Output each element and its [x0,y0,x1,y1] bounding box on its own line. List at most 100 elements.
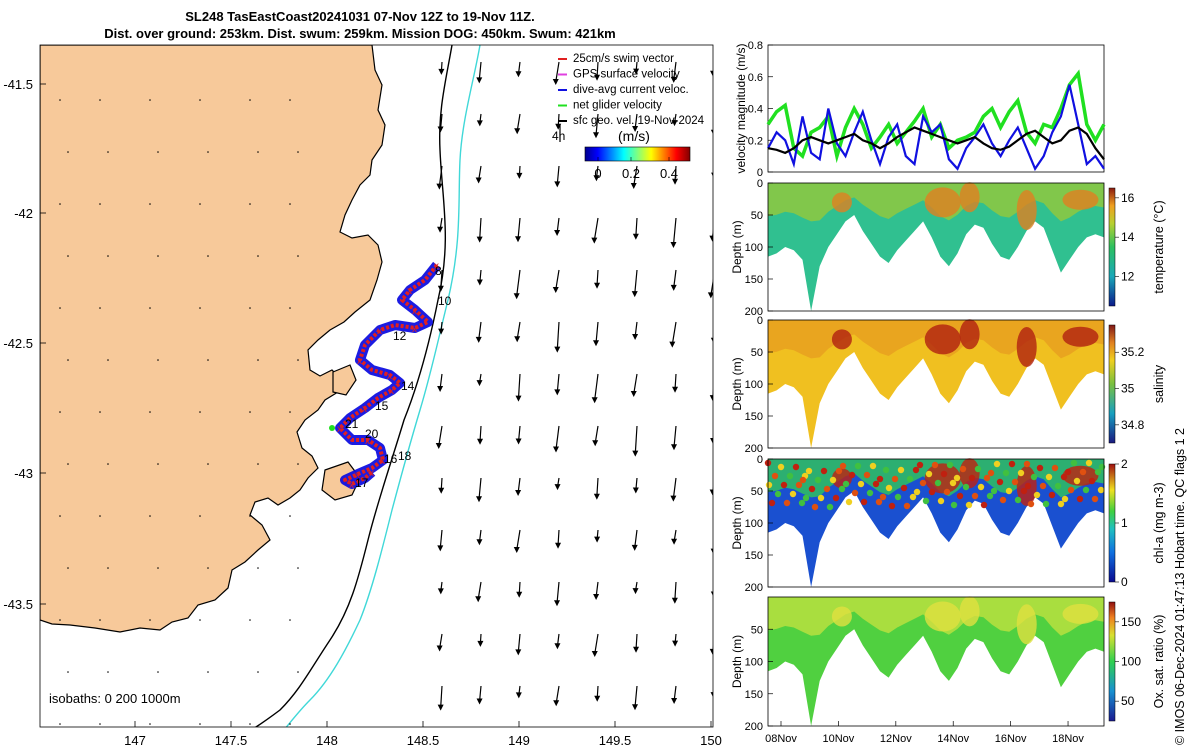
chl-dot [1097,486,1105,494]
chl-dot [956,492,964,500]
section-feature [959,182,980,213]
chl-dot [808,485,816,493]
chl-dot [851,489,859,497]
velocity-arrow-head [670,76,677,83]
track-marker: x [389,386,394,397]
velocity-arrow-head [594,536,601,543]
chl-dot [891,475,899,483]
vel-ytick-label: 0 [757,167,763,179]
velocity-arrow-head [437,386,444,393]
chl-dot [1076,495,1084,503]
small-arrow [207,359,209,361]
velocity-arrow [593,217,599,241]
chl-dot [1057,500,1065,508]
chl-dot [912,466,920,474]
colorbar-label: temperature (°C) [1152,200,1166,293]
velocity-arrow-head [475,177,482,184]
chl-dot [1070,459,1078,467]
velocity-arrow-head [593,493,600,500]
small-arrow [257,151,259,153]
track-marker: x [380,456,385,467]
velocity-arrow-head [632,450,639,457]
day-label: 15 [375,399,389,413]
velocity-arrow [556,321,560,350]
surface-velocity-arrows [59,61,713,725]
velocity-arrow [673,425,677,448]
velocity-arrow-head [437,226,444,233]
velocity-arrow-head [437,126,444,133]
figure-title: SL248 TasEastCoast20241031 07-Nov 12Z to… [0,8,720,42]
day-labels: 8 10 12 14 15 16 17 18 20 21 [345,264,452,490]
small-arrow [297,463,299,465]
small-arrow [59,515,61,517]
velocity-arrow-head [630,182,637,189]
small-arrow [107,151,109,153]
chl-dot [1030,473,1038,481]
chl-dot [971,492,979,500]
chl-dot [885,484,893,492]
section-feature [831,192,852,213]
chl-dot [1079,468,1087,476]
colorbar-tick-label: 150 [1121,615,1141,629]
velocity-arrow [438,425,443,447]
velocity-arrow-head [633,68,640,75]
chl-dot [965,501,973,509]
velocity-arrow-head [438,487,445,494]
depth-tick-label: 50 [751,210,763,222]
chl-dot [826,503,834,511]
small-arrow [99,723,101,725]
velocity-arrow-head [632,334,639,341]
small-arrow [67,463,69,465]
chl-dot [838,485,846,493]
small-arrow [289,203,291,205]
small-arrow [99,203,101,205]
velocity-arrow-head [593,340,600,347]
colorbar-tick-label: 50 [1121,694,1135,708]
depth-tick-label: 150 [745,274,763,286]
velocity-arrow-head [672,640,679,647]
chl-dot [931,461,939,469]
velocity-arrow-head [516,591,523,598]
track-marker: x [357,356,362,367]
section-colorbar [1108,187,1116,307]
colorbar-label: chl-a (mg m-3) [1152,482,1166,563]
velocity-arrow-head [515,490,522,497]
track-marker: x [349,480,354,491]
oxygen-panel: 50 100 150 200 Depth (m) 50 100 150 Ox. sat. rat… [730,596,1166,745]
chl-dot [1051,464,1059,472]
track-marker: x [412,306,417,317]
velocity-arrow-head [671,538,678,545]
chl-dot [1002,469,1010,477]
velocity-arrow-head [554,600,561,607]
colorbar-tick-label: 0 [1121,575,1128,589]
small-arrow [59,411,61,413]
velocity-arrow-head [633,646,640,653]
velocity-arrow [439,529,443,549]
small-arrow [257,671,259,673]
colorbar-tick-label: 35.2 [1121,345,1145,359]
velocity-arrow-head [516,172,523,179]
chl-dot [894,493,902,501]
small-arrow [289,515,291,517]
small-arrow [297,151,299,153]
chl-dot [786,472,794,480]
chl-dot [860,498,868,506]
track-marker: x [337,424,342,435]
depth-tick-label: 200 [745,582,763,594]
small-arrow [157,567,159,569]
small-arrow [289,411,291,413]
chl-dot [798,499,806,507]
velocity-arrow-head [707,292,713,299]
velocity-arrow-head [436,645,443,652]
chl-dot [962,483,970,491]
small-arrow [207,671,209,673]
chl-dot [946,461,954,469]
small-arrow [249,411,251,413]
velocity-arrow-head [515,236,522,243]
small-arrow [249,619,251,621]
chl-dot [857,480,865,488]
depth-tick-label: 150 [745,411,763,423]
velocity-arrow-head [594,695,601,702]
section-feature [924,324,961,355]
